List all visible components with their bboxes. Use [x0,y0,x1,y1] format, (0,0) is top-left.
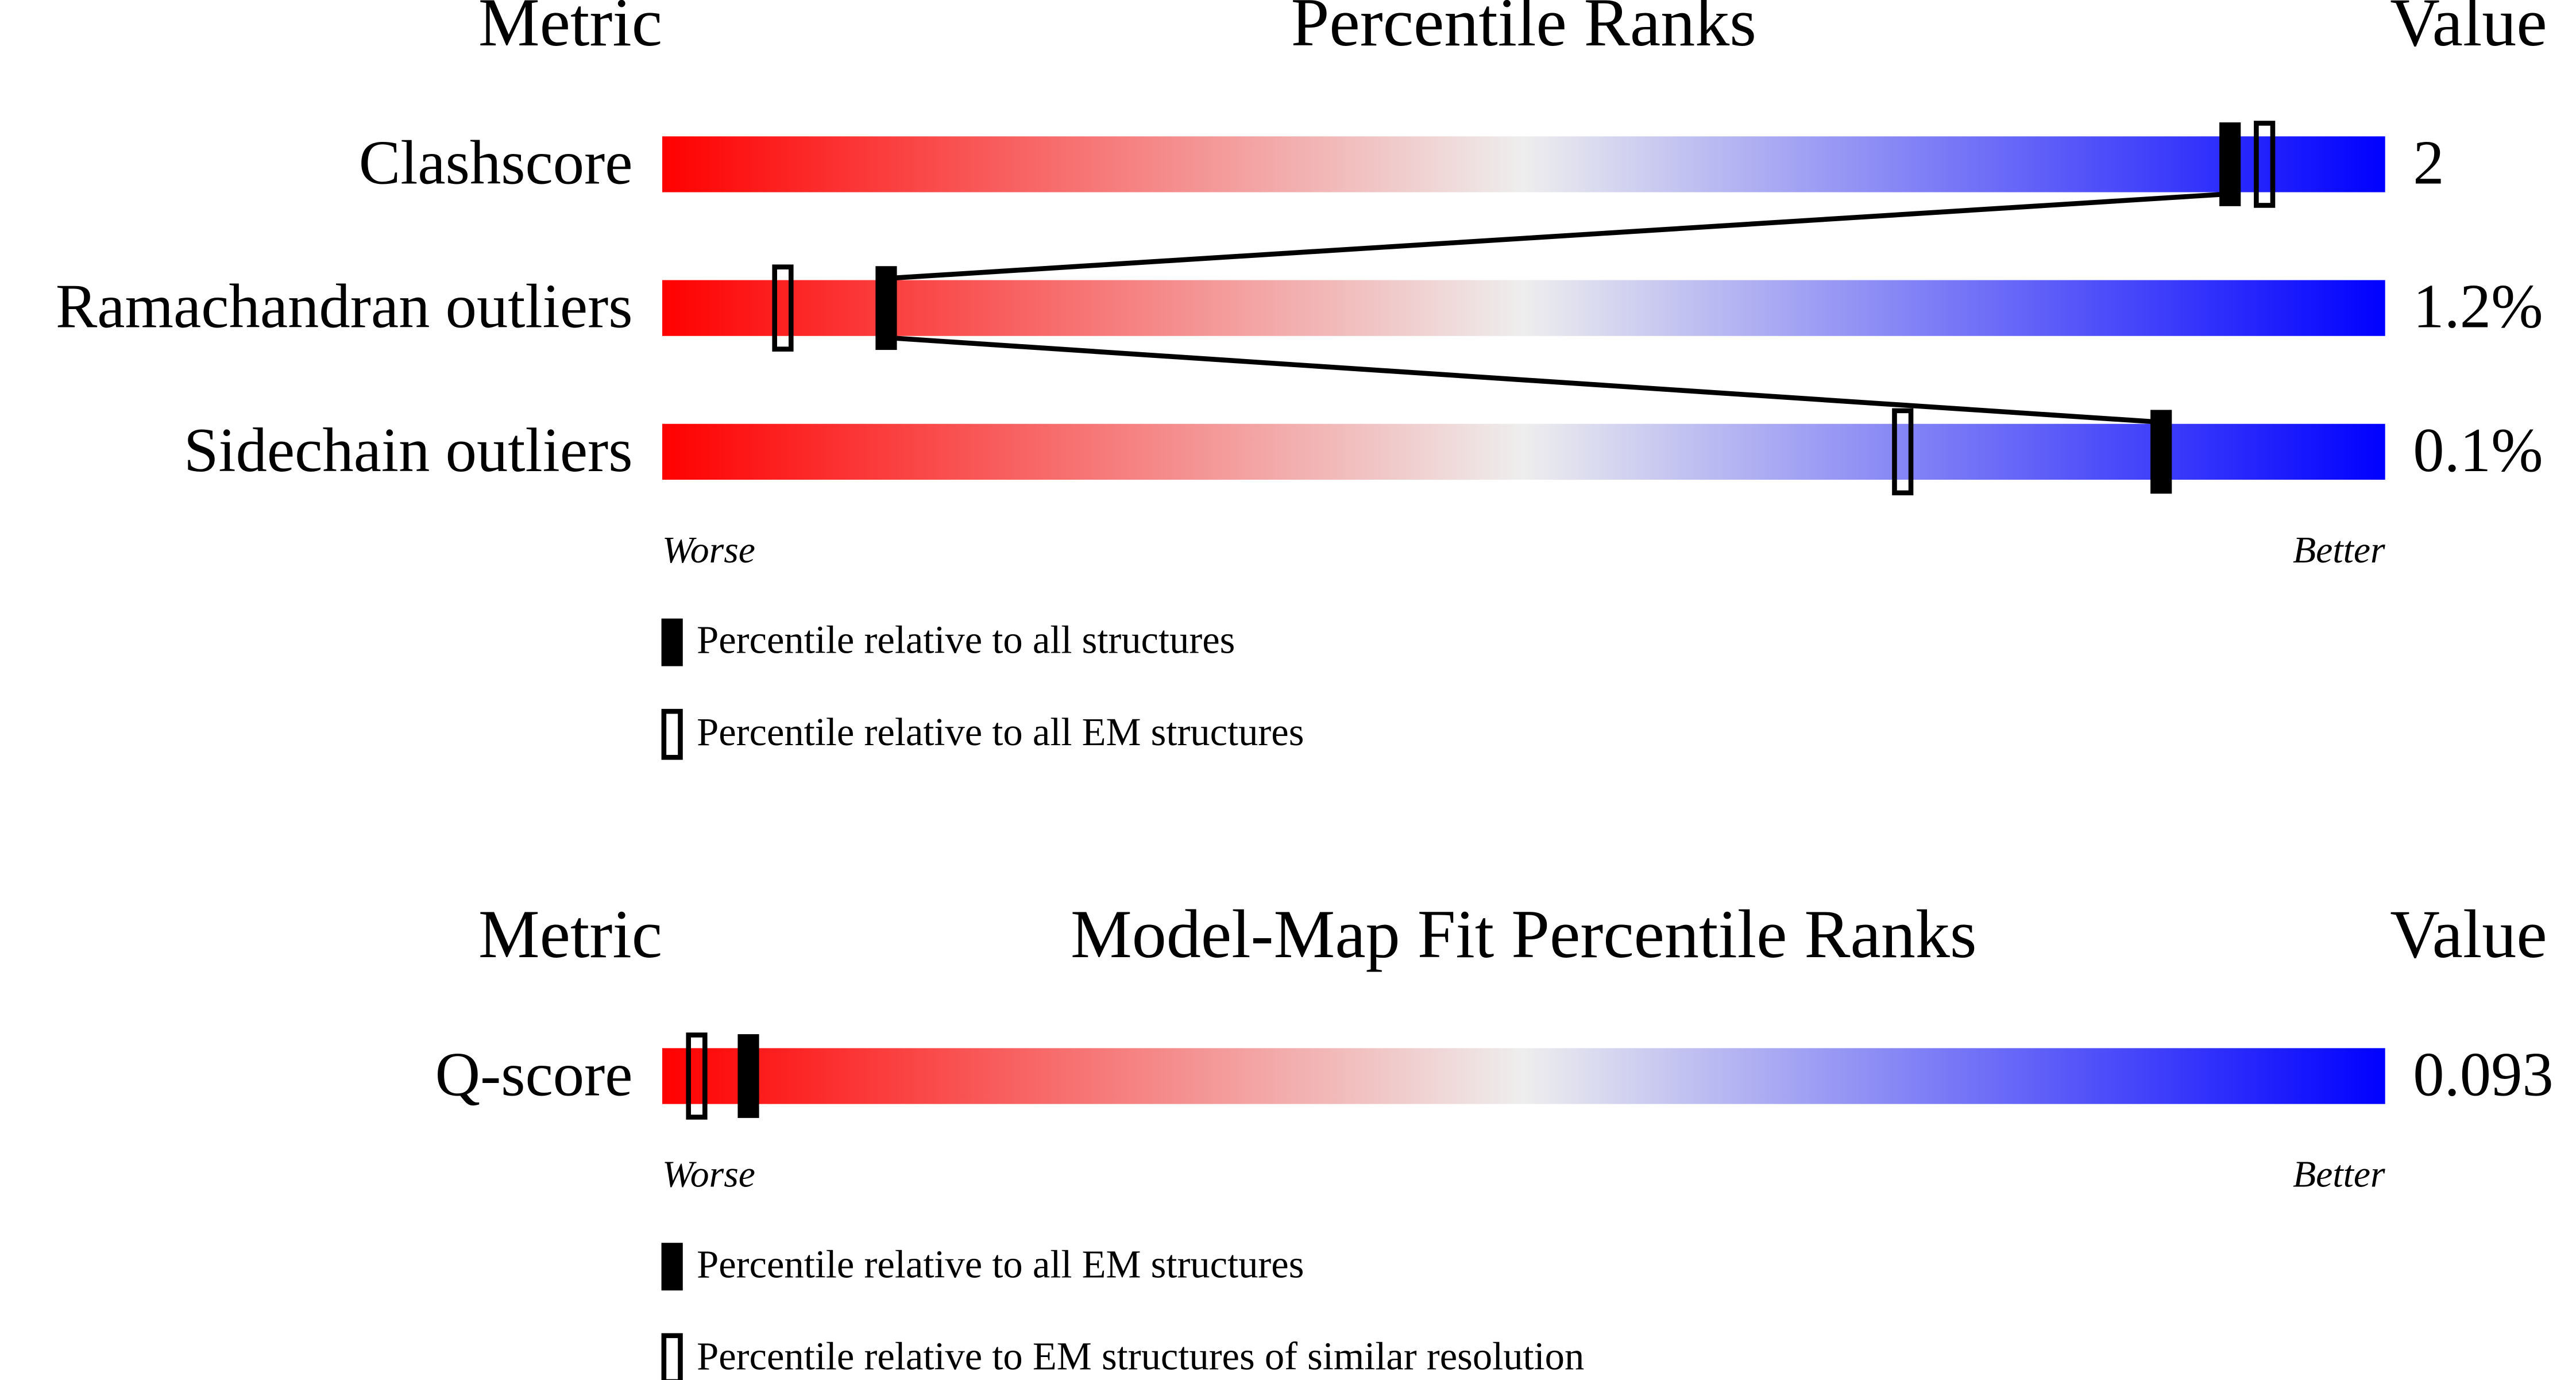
open-marker [2254,121,2276,208]
open-marker [661,708,683,760]
header-title: Percentile Ranks [1291,0,1756,60]
percentile-bar [662,423,2385,480]
connector [886,191,2230,281]
metric-label: Sidechain outliers [184,415,633,485]
percentile-bar [662,136,2385,192]
metric-label: Clashscore [359,128,633,197]
metric-label: Q-score [435,1040,633,1109]
filled-marker [2150,410,2172,494]
connector [886,335,2161,425]
axis-label-high: Better [2293,1153,2385,1195]
legend-label: Percentile relative to all structures [697,618,1235,662]
filled-marker [661,1243,683,1291]
legend-label: Percentile relative to all EM structures [697,1242,1304,1286]
percentile-bar [662,1048,2385,1104]
axis-label-high: Better [2293,529,2385,571]
legend-label: Percentile relative to all EM structures [697,710,1304,754]
metric-value: 1.2% [2413,272,2543,341]
metric-value: 2 [2413,128,2444,197]
metric-value: 0.1% [2413,415,2543,485]
open-marker [686,1032,708,1120]
axis-label-low: Worse [662,529,755,571]
header-metric: Metric [478,896,662,972]
open-marker [661,1333,683,1380]
filled-marker [737,1034,759,1118]
axis-label-low: Worse [662,1153,755,1195]
header-metric: Metric [478,0,662,60]
filled-marker [661,618,683,666]
filled-marker [2219,122,2241,206]
header-value: Value [2390,0,2547,60]
header-title: Model-Map Fit Percentile Ranks [1071,896,1977,972]
legend-label: Percentile relative to EM structures of … [697,1334,1584,1378]
metric-label: Ramachandran outliers [56,272,633,341]
percentile-bar [662,280,2385,336]
metric-value: 0.093 [2413,1040,2553,1109]
open-marker [1892,408,1914,496]
filled-marker [875,266,897,350]
header-value: Value [2390,896,2547,972]
open-marker [772,264,794,352]
